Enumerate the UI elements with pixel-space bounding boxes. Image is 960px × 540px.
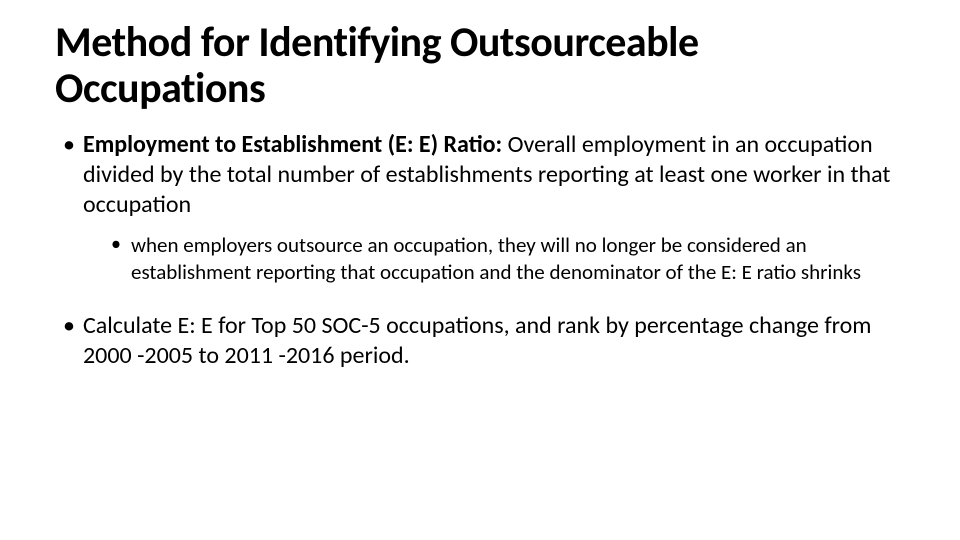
- bullet-item: Employment to Establishment (E: E) Ratio…: [55, 130, 905, 285]
- sub-bullet-list: when employers outsource an occupation, …: [83, 232, 905, 285]
- bullet-lead: Employment to Establishment (E: E) Ratio…: [83, 130, 508, 159]
- slide: Method for Identifying Outsourceable Occ…: [0, 0, 960, 540]
- sub-bullet-text: when employers outsource an occupation, …: [131, 232, 861, 284]
- slide-title: Method for Identifying Outsourceable Occ…: [55, 20, 905, 112]
- bullet-text: Calculate E: E for Top 50 SOC-5 occupati…: [83, 311, 871, 370]
- bullet-list: Employment to Establishment (E: E) Ratio…: [55, 130, 905, 371]
- sub-bullet-item: when employers outsource an occupation, …: [101, 232, 905, 285]
- bullet-item: Calculate E: E for Top 50 SOC-5 occupati…: [55, 311, 905, 371]
